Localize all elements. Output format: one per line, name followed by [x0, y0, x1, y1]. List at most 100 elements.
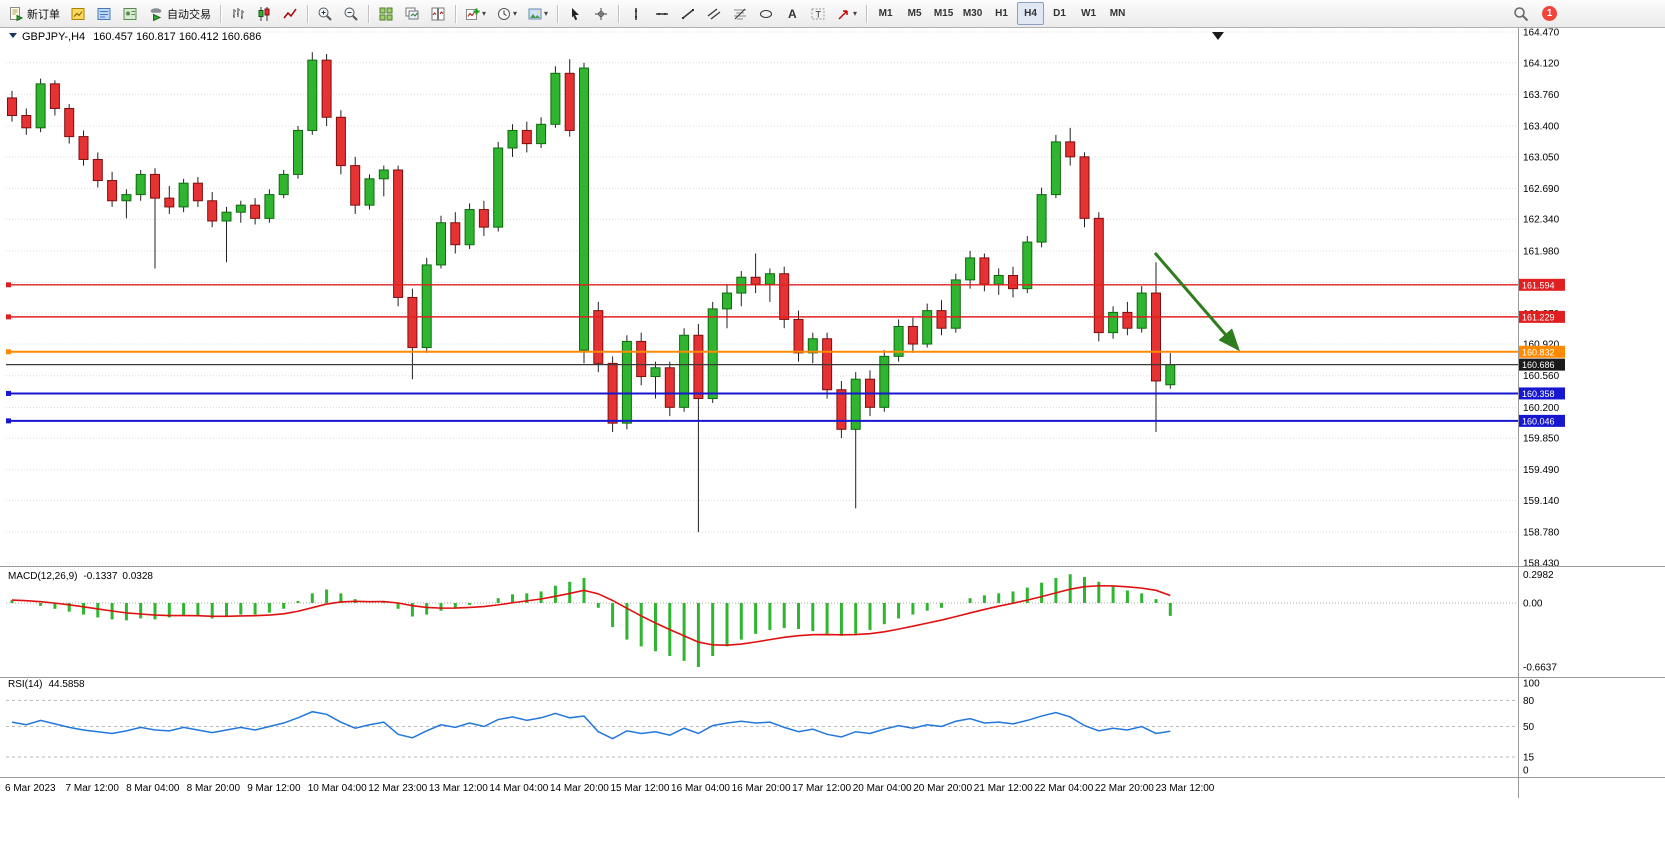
tile-windows-button[interactable]	[374, 2, 398, 25]
navigator-button[interactable]	[118, 2, 142, 25]
level-anchor[interactable]	[6, 390, 11, 396]
timeframe-d1-button[interactable]: D1	[1046, 2, 1073, 25]
timeframe-label: W1	[1081, 8, 1097, 19]
tile-windows-icon	[378, 6, 394, 22]
price-tick-label: 159.490	[1523, 465, 1560, 476]
timeframe-h1-button[interactable]: H1	[988, 2, 1015, 25]
zoom-in-icon	[317, 6, 333, 22]
chart-title: GBPJPY-,H4 160.457 160.817 160.412 160.68…	[22, 31, 261, 43]
candle-body	[293, 129, 303, 175]
price-axis[interactable]	[1519, 28, 1665, 798]
bar-chart-button[interactable]	[226, 2, 250, 25]
candle-body	[593, 310, 604, 364]
candle-body	[1079, 156, 1090, 219]
time-axis[interactable]	[0, 778, 1518, 798]
timeframe-h4-button[interactable]: H4	[1017, 2, 1045, 25]
candle-body	[235, 204, 246, 213]
macd-tick-label: -0.6637	[1523, 662, 1557, 673]
candlestick-chart-button[interactable]	[252, 2, 276, 25]
timeframe-m30-button[interactable]: M30	[959, 2, 986, 25]
crosshair-button[interactable]	[589, 2, 613, 25]
timeframe-m1-button[interactable]: M1	[872, 2, 899, 25]
time-tick-label: 12 Mar 23:00	[368, 783, 427, 794]
horizontal-line-button[interactable]	[650, 2, 674, 25]
indicators-button[interactable]: ▾	[461, 2, 490, 25]
chart-shift-marker[interactable]	[1212, 32, 1224, 40]
new-order-icon	[8, 6, 24, 22]
shapes-icon	[758, 6, 774, 22]
timeframe-mn-button[interactable]: MN	[1104, 2, 1131, 25]
time-tick-label: 17 Mar 12:00	[792, 783, 851, 794]
cascade-windows-button[interactable]	[400, 2, 424, 25]
chart-canvas[interactable]: 6 Mar 2023 7 Mar 12:00 8 Mar 04:00 8 Mar 20…	[0, 28, 1665, 798]
time-tick-label: 8 Mar 20:00	[187, 783, 241, 794]
candle-body	[664, 367, 675, 408]
line-chart-button[interactable]	[278, 2, 302, 25]
zoom-out-button[interactable]	[339, 2, 363, 25]
notification-badge[interactable]: 1	[1542, 6, 1557, 21]
text-label-button[interactable]: T	[806, 2, 830, 25]
tile-vertical-button[interactable]	[426, 2, 450, 25]
level-anchor[interactable]	[6, 282, 11, 288]
candle-body	[536, 123, 547, 145]
trendline-button[interactable]	[676, 2, 700, 25]
level-anchor[interactable]	[6, 349, 11, 355]
cursor-button[interactable]	[563, 2, 587, 25]
price-level-tag-label: 160.832	[1522, 347, 1555, 357]
candle-body	[436, 222, 446, 266]
fibonacci-icon	[732, 6, 748, 22]
macd-label: MACD(12,26,9) -0.1337 0.0328	[8, 571, 153, 582]
price-tick-label: 162.340	[1523, 215, 1560, 226]
level-anchor[interactable]	[6, 418, 11, 424]
shapes-button[interactable]	[754, 2, 778, 25]
search-button[interactable]	[1509, 2, 1533, 25]
timeframe-m5-button[interactable]: M5	[901, 2, 928, 25]
candle-body	[1008, 274, 1018, 290]
level-anchor[interactable]	[6, 314, 11, 320]
price-tick-label: 160.560	[1523, 371, 1560, 382]
candle-body	[850, 378, 861, 430]
vertical-line-button[interactable]	[624, 2, 648, 25]
candle-body	[507, 129, 518, 149]
rsi-panel	[6, 699, 1518, 758]
market-watch-button[interactable]	[66, 2, 90, 25]
candle-body	[493, 147, 504, 228]
macd-name: MACD(12,26,9)	[8, 571, 77, 582]
time-tick-label: 13 Mar 12:00	[429, 783, 488, 794]
trend-arrow[interactable]	[1153, 252, 1240, 352]
arrows-button[interactable]: ▾	[832, 2, 861, 25]
navigator-icon	[122, 6, 138, 22]
candle-body	[1036, 194, 1047, 243]
timeframe-w1-button[interactable]: W1	[1075, 2, 1102, 25]
candle-body	[421, 264, 432, 349]
fibonacci-button[interactable]	[728, 2, 752, 25]
chevron-down-icon: ▾	[513, 9, 518, 18]
data-window-button[interactable]	[92, 2, 116, 25]
arrows-icon	[836, 6, 852, 22]
chart-menu-triangle[interactable]	[9, 33, 17, 38]
candlestick-chart-icon	[256, 6, 272, 22]
price-tick-label: 159.140	[1523, 496, 1560, 507]
trendline-icon	[680, 6, 696, 22]
new-order-button[interactable]: 新订单	[4, 2, 64, 25]
new-order-label: 新订单	[27, 8, 60, 21]
candle-body	[78, 136, 89, 160]
vertical-line-icon	[628, 6, 644, 22]
timeframe-m15-button[interactable]: M15	[930, 2, 957, 25]
candle-body	[893, 325, 904, 357]
equidistant-channel-button[interactable]	[702, 2, 726, 25]
time-tick-label: 14 Mar 04:00	[489, 783, 548, 794]
chart-ohlc-values: 160.457 160.817 160.412 160.686	[93, 31, 261, 43]
text-button[interactable]: A	[780, 2, 804, 25]
price-tick-label: 159.850	[1523, 434, 1560, 445]
time-tick-label: 8 Mar 04:00	[126, 783, 180, 794]
candle-body	[1165, 364, 1176, 386]
zoom-in-button[interactable]	[313, 2, 337, 25]
autotrading-button[interactable]: 自动交易	[144, 2, 215, 25]
time-tick-label: 9 Mar 12:00	[247, 783, 301, 794]
candle-body	[192, 182, 203, 202]
toolbar-separator	[307, 4, 308, 23]
periods-button[interactable]: ▾	[492, 2, 521, 25]
candle-body	[150, 173, 160, 199]
templates-button[interactable]: ▾	[523, 2, 552, 25]
